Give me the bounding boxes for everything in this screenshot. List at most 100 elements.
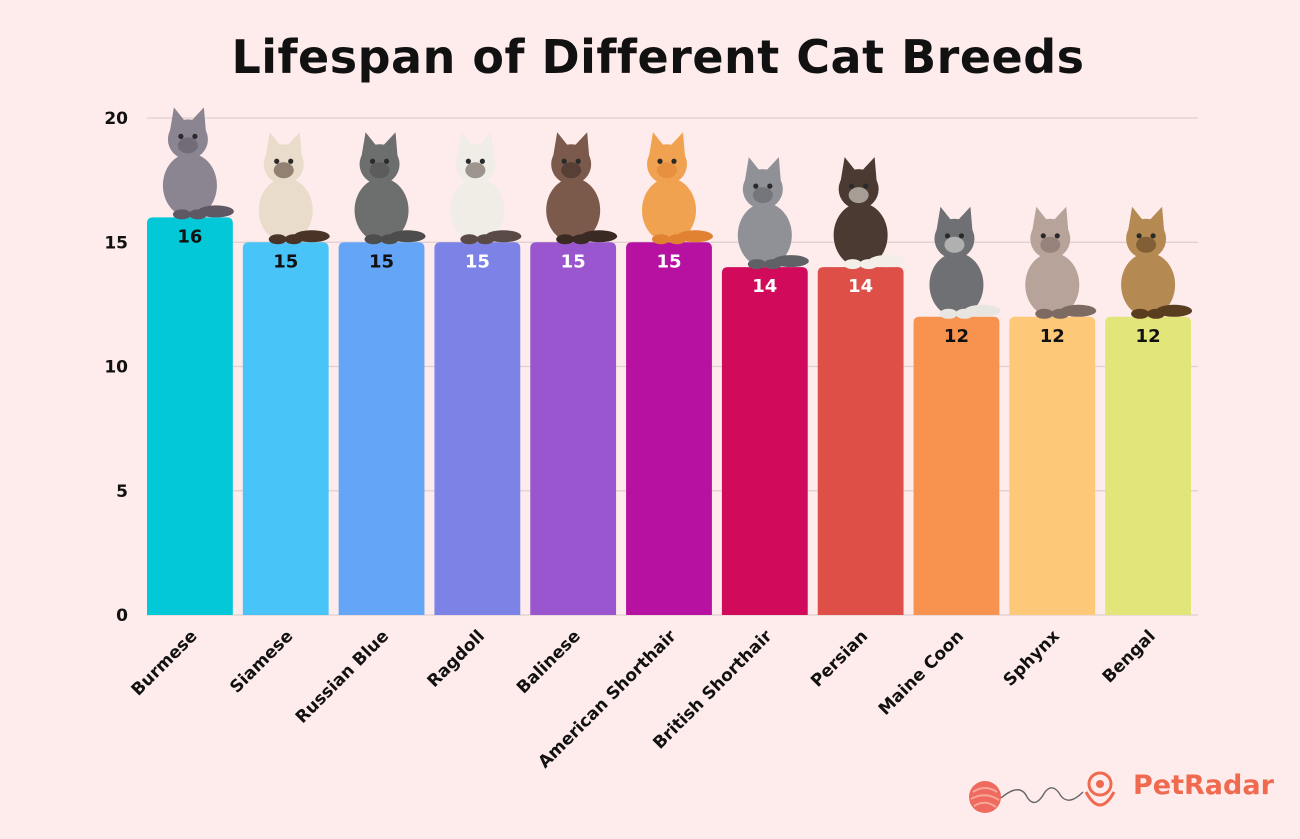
cat-paw xyxy=(1035,308,1054,319)
cat-eye xyxy=(1054,233,1060,239)
cat-icon xyxy=(1025,206,1097,319)
bar xyxy=(242,242,329,615)
bar xyxy=(1009,316,1096,615)
cat-paw xyxy=(747,259,766,270)
cat-icon xyxy=(546,132,618,245)
cat-ear xyxy=(169,107,186,132)
cat-eye xyxy=(1150,233,1156,239)
x-tick-label: Ragdoll xyxy=(424,626,489,691)
y-axis-ticks: 0 5 10 15 20 xyxy=(104,109,128,626)
cat-eye xyxy=(1040,233,1046,239)
cat-ear xyxy=(189,107,206,132)
bar xyxy=(1105,316,1191,615)
cat-paw xyxy=(1051,308,1070,319)
cat-eye xyxy=(863,183,869,189)
cat-ear xyxy=(1148,206,1165,231)
cat-eye xyxy=(849,183,855,189)
cat-paw xyxy=(172,209,191,220)
cat-eye xyxy=(1136,233,1142,239)
x-tick-label: Persian xyxy=(807,626,872,691)
cat-ear xyxy=(361,132,378,157)
cat-eye xyxy=(178,133,184,139)
cat-paw xyxy=(284,234,303,245)
cat-face-mask xyxy=(177,137,198,154)
cat-face-mask xyxy=(657,162,677,179)
cat-face-mask xyxy=(944,236,965,253)
cat-eye xyxy=(369,158,376,164)
cat-icon xyxy=(1121,206,1193,319)
bar xyxy=(338,242,425,615)
y-tick-label: 10 xyxy=(104,358,128,378)
cat-eye xyxy=(575,158,581,164)
logo-text: PetRadar xyxy=(1133,770,1274,801)
bar xyxy=(530,242,617,615)
cat-face-mask xyxy=(369,162,390,179)
cat-paw xyxy=(460,234,479,245)
cat-icon xyxy=(929,206,1001,319)
yarn-string xyxy=(1000,787,1084,804)
cat-eye xyxy=(465,158,471,164)
x-tick-label: Burmese xyxy=(128,626,202,700)
cat-icon xyxy=(354,132,426,245)
x-tick-label: Maine Coon xyxy=(875,626,968,719)
cat-ear xyxy=(669,132,685,157)
cat-body xyxy=(354,178,409,243)
value-label: 15 xyxy=(273,251,298,272)
cat-paw xyxy=(668,234,686,245)
cat-paw xyxy=(763,259,782,270)
cat-paw xyxy=(859,259,878,270)
y-tick-label: 15 xyxy=(104,233,128,253)
cat-body xyxy=(737,203,792,268)
cat-ear xyxy=(573,132,590,157)
cat-body xyxy=(1121,252,1176,317)
cat-ear xyxy=(285,132,302,157)
cat-paw xyxy=(652,234,670,245)
x-tick-label: Bengal xyxy=(1099,626,1160,687)
cat-paw xyxy=(476,234,495,245)
cat-eye xyxy=(944,233,951,239)
cat-ear xyxy=(860,157,877,182)
cat-illustrations xyxy=(162,107,1193,319)
cat-face-mask xyxy=(1040,236,1061,253)
value-label: 12 xyxy=(944,326,969,347)
cat-paw xyxy=(188,209,207,220)
y-tick-label: 0 xyxy=(116,606,128,626)
value-label: 12 xyxy=(1136,326,1161,347)
value-label: 15 xyxy=(465,251,490,272)
cat-eye xyxy=(383,158,390,164)
value-label: 15 xyxy=(369,251,394,272)
value-label: 15 xyxy=(656,251,681,272)
cat-paw xyxy=(556,234,575,245)
cat-paw xyxy=(572,234,591,245)
cat-face-mask xyxy=(273,162,294,179)
cat-paw xyxy=(843,259,862,270)
bar xyxy=(434,242,521,615)
x-tick-label: Balinese xyxy=(513,626,585,698)
cat-icon xyxy=(162,107,234,220)
cat-face-mask xyxy=(465,162,486,179)
cat-ear xyxy=(265,132,282,157)
cat-ear xyxy=(956,206,973,231)
petradar-logo xyxy=(969,771,1116,813)
cat-eye xyxy=(288,158,294,164)
value-label: 12 xyxy=(1040,326,1065,347)
cat-paw xyxy=(955,308,974,319)
cat-eye xyxy=(958,233,965,239)
y-tick-label: 5 xyxy=(116,482,128,502)
cat-body xyxy=(450,178,505,243)
cat-paw xyxy=(1131,308,1150,319)
cat-ear xyxy=(649,132,665,157)
cat-ear xyxy=(1052,206,1069,231)
cat-ear xyxy=(1032,206,1049,231)
bars xyxy=(147,217,1191,615)
cat-body xyxy=(546,178,601,243)
cat-icon xyxy=(642,132,713,245)
value-labels: 16 15 15 15 15 15 14 14 12 12 12 xyxy=(177,226,1160,346)
cat-eye xyxy=(767,183,773,189)
cat-ear xyxy=(764,157,781,182)
cat-paw xyxy=(268,234,287,245)
cat-eye xyxy=(671,158,677,164)
x-tick-label: Russian Blue xyxy=(292,626,393,727)
cat-paw xyxy=(1147,308,1166,319)
